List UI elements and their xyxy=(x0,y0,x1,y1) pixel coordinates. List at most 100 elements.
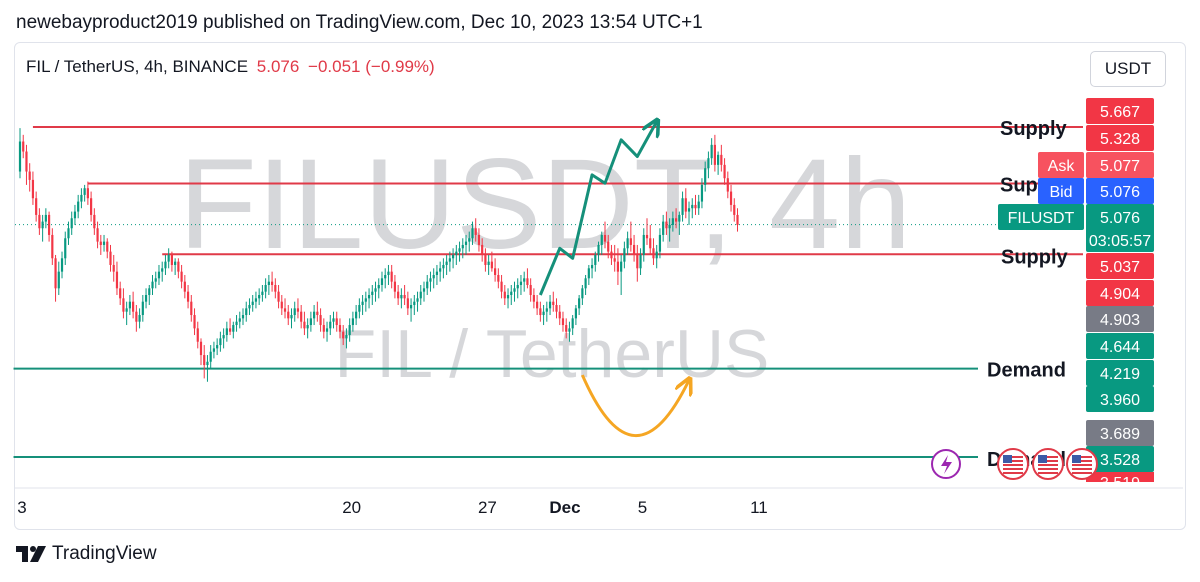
candle-body xyxy=(413,301,416,306)
price-label-box xyxy=(1086,125,1154,151)
candle-body xyxy=(67,228,70,239)
candle-body xyxy=(494,268,497,275)
candle-body xyxy=(183,281,186,292)
watermark-title: FILUSDT, 4h xyxy=(179,133,912,276)
price-label-bid: 5.076 Bid xyxy=(1038,178,1154,204)
candle-body xyxy=(691,204,694,209)
candle-body xyxy=(568,328,571,332)
candle-body xyxy=(594,254,597,265)
candle-body xyxy=(461,244,464,249)
price-label-value: 3.528 xyxy=(1100,452,1140,469)
event-flags[interactable] xyxy=(931,448,1098,480)
candle-body xyxy=(93,214,96,229)
candle-body xyxy=(358,305,361,312)
candle-body xyxy=(623,248,626,262)
candle-body xyxy=(177,261,180,272)
candle-body xyxy=(471,228,474,239)
candle-body xyxy=(283,308,287,312)
price-label-tag xyxy=(1038,178,1084,204)
price-label-up: 3.528 xyxy=(1086,446,1154,472)
candle-body xyxy=(135,311,138,322)
level-label-demand: Demand xyxy=(987,360,1066,382)
candle-body xyxy=(374,288,377,292)
candle-body xyxy=(380,278,384,285)
candle-body xyxy=(332,318,335,322)
price-label-box xyxy=(1086,152,1154,178)
candle-body xyxy=(658,234,662,252)
candle-body xyxy=(316,311,319,316)
candle-body xyxy=(267,281,270,285)
candle-body xyxy=(313,311,316,319)
tradingview-logo[interactable]: TradingView xyxy=(16,543,157,565)
candle-body xyxy=(241,315,245,319)
time-tick-label: 20 xyxy=(342,498,361,517)
candle-body xyxy=(28,171,31,180)
price-label-value: 4.219 xyxy=(1100,366,1140,383)
candle-body xyxy=(639,254,642,269)
candle-body xyxy=(597,244,600,255)
candle-body xyxy=(57,271,60,289)
price-label-box xyxy=(1086,280,1154,306)
price-label-countdown: 03:05:57 xyxy=(1089,233,1151,250)
candle-body xyxy=(70,218,73,229)
lightning-icon-glyph xyxy=(941,455,952,474)
candle-body xyxy=(578,298,581,309)
candle-body xyxy=(484,254,487,265)
price-label-down: 5.328 xyxy=(1086,125,1154,151)
candle-body xyxy=(590,264,594,269)
candle-body xyxy=(270,281,274,285)
candle-body xyxy=(96,228,99,242)
currency-button[interactable]: USDT xyxy=(1090,51,1166,87)
price-label-up: 4.644 xyxy=(1086,333,1154,359)
candle-body xyxy=(545,308,548,312)
candle-body xyxy=(629,238,632,245)
candle-body xyxy=(157,271,161,279)
candle-body xyxy=(710,144,713,159)
candle-body xyxy=(329,321,332,329)
candle-body xyxy=(44,214,47,222)
candle-body xyxy=(309,318,312,326)
candle-body xyxy=(510,291,513,296)
price-label-value: 5.328 xyxy=(1100,131,1140,148)
candle-body xyxy=(245,308,248,316)
price-change: −0.051 (−0.99%) xyxy=(308,57,435,76)
price-label-box xyxy=(1086,420,1154,446)
candle-body xyxy=(665,221,668,229)
candle-body xyxy=(464,241,468,245)
us-flag-stripe xyxy=(1003,464,1023,466)
candle-body xyxy=(400,295,403,299)
candle-body xyxy=(671,218,674,225)
candle-body xyxy=(571,318,574,329)
candle-body xyxy=(209,351,212,362)
candle-body xyxy=(419,291,422,299)
lightning-icon xyxy=(931,449,961,479)
candle-body xyxy=(481,244,484,255)
candle-body xyxy=(387,271,390,275)
price-label-gray: 3.689 xyxy=(1086,420,1154,446)
candle-body xyxy=(429,278,432,282)
candle-body xyxy=(367,295,371,299)
us-flag-stripe xyxy=(1003,468,1023,470)
candle-body xyxy=(238,318,241,322)
us-flag-icon xyxy=(1032,448,1064,480)
us-flag-icon xyxy=(1066,448,1098,480)
candle-body xyxy=(102,241,106,245)
candle-body xyxy=(455,251,458,255)
price-label-tag xyxy=(1038,152,1084,178)
candle-body xyxy=(258,295,261,299)
publish-info: newebayproduct2019 published on TradingV… xyxy=(16,12,703,33)
candle-body xyxy=(503,291,506,299)
candle-body xyxy=(613,258,616,262)
chart-frame[interactable] xyxy=(14,42,1186,530)
candle-body xyxy=(607,241,610,252)
time-axis: 3 20 27 Dec 5 11 xyxy=(15,487,1183,517)
candle-body xyxy=(280,301,283,309)
candle-body xyxy=(704,168,707,185)
candle-body xyxy=(199,341,203,356)
candle-body xyxy=(529,284,532,296)
price-label-value: 4.903 xyxy=(1100,312,1140,329)
candle-body xyxy=(170,254,174,265)
us-flag-canton xyxy=(1038,455,1047,463)
candle-body xyxy=(335,318,338,326)
